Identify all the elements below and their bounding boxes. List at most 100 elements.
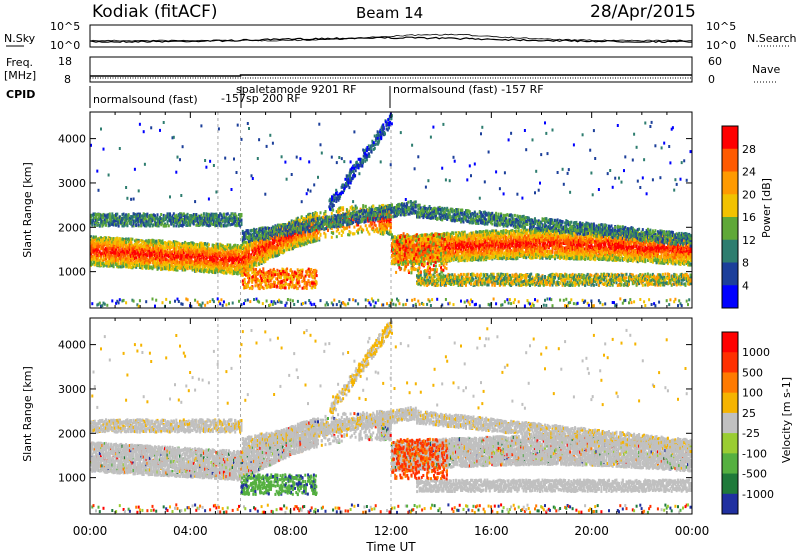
range-cell (185, 258, 188, 262)
range-cell (185, 245, 188, 249)
range-cell (154, 254, 156, 257)
range-cell (164, 257, 166, 261)
range-cell (102, 256, 105, 260)
range-cell (92, 261, 95, 265)
range-cell (152, 241, 155, 245)
range-cell (284, 160, 287, 164)
range-cell (177, 241, 180, 245)
range-cell (187, 253, 190, 257)
range-cell (161, 239, 164, 243)
range-cell (156, 264, 159, 268)
range-cell (154, 264, 156, 268)
range-cell (280, 155, 283, 159)
range-cell (167, 266, 170, 269)
range-cell (116, 250, 119, 254)
range-cell (145, 220, 148, 224)
freq-strip: Freq. [MHz] 18 8 60 0 Nave (4, 55, 780, 86)
range-cell (142, 223, 145, 227)
range-cell (157, 252, 160, 256)
range-cell (100, 304, 102, 308)
range-cell (120, 265, 123, 269)
range-cell (138, 266, 141, 269)
range-cell (201, 301, 204, 305)
range-cell (103, 258, 106, 261)
range-cell (106, 218, 109, 222)
range-cell (201, 266, 204, 270)
range-cell (96, 263, 99, 267)
range-cell (269, 133, 272, 137)
range-cell (161, 267, 164, 271)
range-cell (154, 222, 156, 226)
range-cell (186, 242, 189, 246)
range-cell (230, 188, 233, 191)
range-cell (130, 197, 133, 201)
range-cell (112, 241, 115, 245)
range-cell (131, 246, 134, 250)
range-cell (204, 263, 207, 266)
range-cell (106, 215, 109, 219)
range-cell (180, 218, 183, 222)
range-cell (180, 248, 183, 252)
range-cell (152, 257, 155, 261)
range-cell (110, 215, 113, 219)
range-cell (98, 236, 101, 240)
range-cell (90, 256, 92, 260)
range-cell (179, 216, 181, 220)
range-cell (243, 302, 245, 306)
range-cell (130, 249, 133, 253)
range-cell (189, 265, 192, 269)
range-cell (200, 269, 203, 273)
range-cell (199, 261, 202, 265)
range-cell (174, 248, 176, 252)
range-cell (145, 259, 148, 263)
range-cell (117, 259, 120, 263)
range-cell (194, 218, 197, 222)
range-cell (196, 216, 199, 220)
range-cell (132, 263, 135, 267)
range-cell (165, 242, 168, 245)
range-cell (92, 242, 95, 246)
range-cell (137, 223, 140, 227)
range-cell (180, 242, 183, 246)
range-cell (175, 251, 178, 255)
range-cell (111, 220, 114, 224)
range-cell (110, 219, 113, 223)
range-cell (220, 224, 223, 228)
range-cell (145, 218, 148, 222)
range-cell (154, 220, 156, 224)
range-cell (91, 241, 94, 244)
range-cell (190, 304, 193, 308)
range-cell (96, 260, 99, 264)
range-cell (202, 247, 205, 250)
range-cell (225, 303, 228, 307)
range-cell (185, 265, 188, 269)
range-cell (156, 255, 159, 258)
range-cell (103, 263, 106, 267)
range-cell (199, 215, 202, 218)
range-cell (125, 244, 128, 248)
range-cell (117, 243, 120, 247)
range-cell (128, 216, 131, 220)
range-cell (97, 244, 100, 248)
range-cell (145, 264, 148, 268)
range-cell (192, 266, 195, 269)
range-cell (176, 242, 179, 246)
range-cell (174, 257, 176, 260)
range-cell (150, 248, 153, 252)
range-cell (202, 270, 205, 274)
range-cell (154, 241, 156, 245)
range-cell (106, 238, 109, 242)
range-cell (164, 217, 166, 221)
range-cell (180, 224, 183, 227)
range-cell (172, 216, 175, 220)
range-cell (195, 243, 198, 247)
range-cell (102, 147, 105, 151)
range-cell (154, 304, 156, 308)
range-cell (192, 246, 195, 249)
range-cell (90, 215, 92, 219)
range-cell (147, 246, 150, 250)
range-cell (135, 242, 138, 246)
range-cell (113, 254, 116, 258)
range-cell (107, 242, 110, 245)
